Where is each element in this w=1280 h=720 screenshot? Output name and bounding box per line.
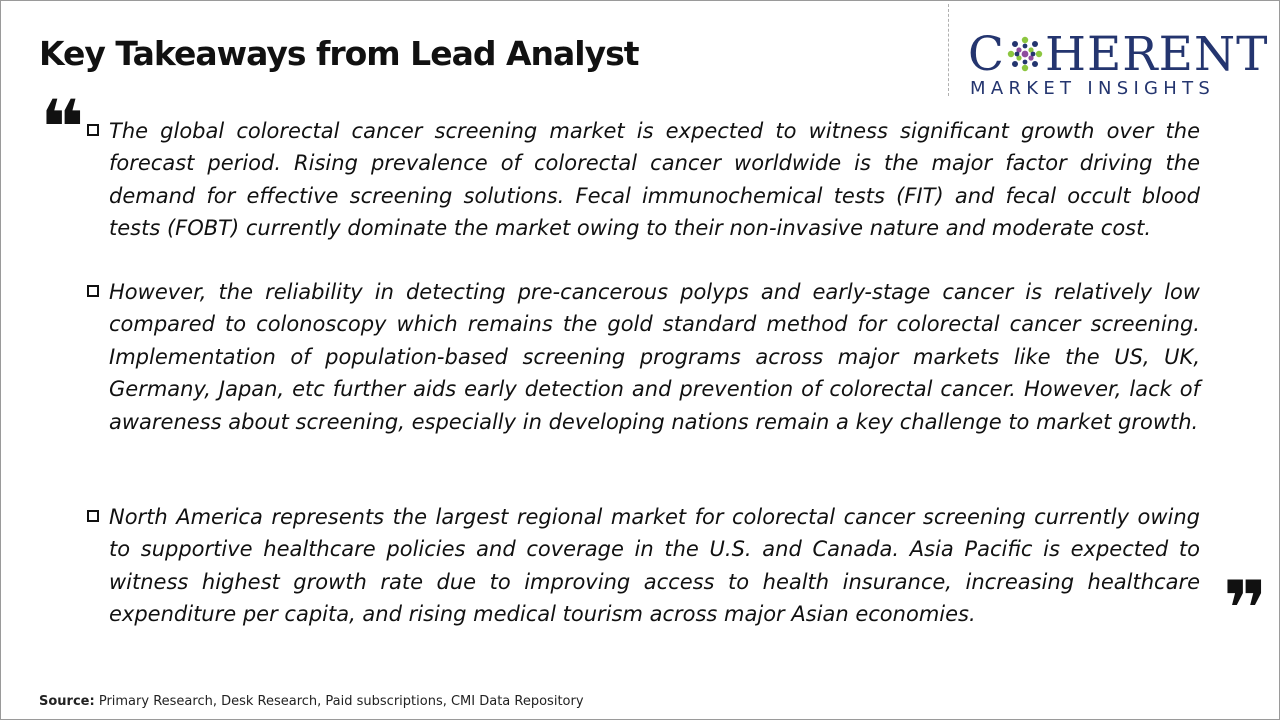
list-item: North America represents the largest reg… [86,501,1200,631]
checkbox-bullet-icon [87,510,99,522]
logo-letter-c: C [968,27,1005,82]
source-text: Primary Research, Desk Research, Paid su… [98,694,584,709]
takeaway-text: North America represents the largest reg… [109,505,1200,627]
page-title: Key Takeaways from Lead Analyst [39,34,639,73]
list-item: However, the reliability in detecting pr… [86,276,1200,438]
logo-wordmark: C HERENT [968,27,1267,82]
logo-letters-rest: HERENT [1044,27,1269,82]
close-quote-icon: ❞ [1223,564,1268,653]
takeaway-text: However, the reliability in detecting pr… [109,280,1200,434]
takeaway-text: The global colorectal cancer screening m… [109,119,1200,241]
header-divider [948,4,949,96]
list-item: The global colorectal cancer screening m… [86,115,1200,245]
source-label: Source: [39,694,95,709]
open-quote-icon: ❝ [40,83,85,172]
logo-tagline: MARKET INSIGHTS [970,78,1216,99]
company-logo: C HERENT MARKET INSIGHTS [968,27,1267,100]
logo-dots-icon [1005,34,1045,74]
source-note: Source: Primary Research, Desk Research,… [39,694,584,709]
checkbox-bullet-icon [87,285,99,297]
checkbox-bullet-icon [87,124,99,136]
